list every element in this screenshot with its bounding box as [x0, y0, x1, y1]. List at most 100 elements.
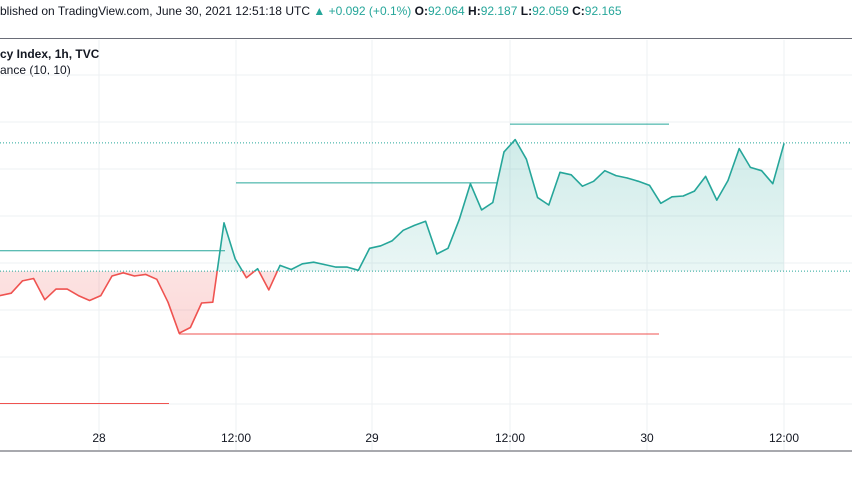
series-point: [324, 264, 326, 266]
series-point: [425, 220, 427, 222]
close-label: C:: [572, 4, 585, 18]
open-label: O:: [414, 4, 428, 18]
series-point: [268, 289, 270, 291]
series-point: [290, 268, 292, 271]
series-point: [257, 268, 259, 270]
series-point: [749, 166, 752, 168]
series-point: [626, 177, 628, 179]
series-line-below: [0, 271, 279, 335]
series-point: [514, 139, 516, 141]
chart-header: blished on TradingView.com, June 30, 202…: [0, 3, 622, 19]
series-point: [77, 295, 79, 297]
change-arrow-icon: ▲: [313, 4, 326, 18]
close-value: 92.165: [584, 4, 622, 18]
series-point: [615, 175, 617, 177]
series-point: [783, 143, 785, 145]
series-point: [346, 266, 348, 268]
x-tick-label: 28: [92, 431, 106, 445]
series-point: [525, 158, 528, 160]
series-point: [178, 332, 180, 334]
series-point: [581, 185, 584, 187]
header-divider: [0, 38, 852, 39]
series-point: [503, 151, 505, 153]
series-point: [436, 253, 438, 255]
series-point: [380, 245, 382, 247]
series-point: [313, 261, 315, 263]
series-point: [727, 179, 729, 182]
series-point: [671, 196, 673, 198]
series-point: [156, 278, 158, 280]
series-point: [537, 197, 539, 199]
series-point: [705, 175, 707, 177]
series-point: [492, 201, 494, 204]
series-point: [469, 183, 471, 185]
series-point: [604, 170, 606, 172]
x-tick-label: 29: [365, 431, 379, 445]
series-point: [145, 273, 147, 275]
series-point: [593, 180, 595, 182]
series-point: [223, 222, 225, 224]
price-series: [0, 138, 785, 335]
x-tick-label: 30: [640, 431, 654, 445]
series-point: [413, 224, 415, 226]
x-tick-label: 12:00: [769, 431, 799, 445]
series-point: [693, 190, 696, 192]
series-point: [33, 277, 35, 280]
series-point: [458, 219, 460, 221]
symbol-title[interactable]: cy Index, 1h, TVC: [0, 47, 100, 61]
series-point: [660, 202, 662, 204]
series-point: [637, 180, 640, 182]
high-value: 92.187: [480, 4, 518, 18]
series-point: [189, 326, 191, 329]
series-point: [21, 280, 23, 282]
series-point: [10, 292, 12, 294]
series-point: [548, 204, 550, 206]
area-above-baseline: [0, 139, 784, 272]
series-point: [738, 148, 740, 150]
low-value: 92.059: [532, 4, 569, 18]
series-point: [357, 269, 359, 271]
series-point: [402, 229, 404, 231]
series-point: [559, 171, 561, 173]
series-point: [649, 184, 651, 186]
area-fill: [0, 139, 784, 334]
series-point: [44, 299, 46, 301]
series-point: [133, 275, 135, 277]
series-point: [279, 264, 281, 266]
series-point: [682, 195, 684, 197]
low-label: L:: [520, 4, 533, 18]
indicator-label[interactable]: ance (10, 10): [0, 63, 71, 77]
x-tick-label: 12:00: [495, 431, 525, 445]
series-point: [55, 288, 57, 290]
series-point: [167, 301, 169, 303]
series-point: [89, 299, 91, 302]
high-label: H:: [468, 4, 481, 18]
series-point: [716, 199, 718, 201]
series-point: [335, 266, 337, 268]
open-value: 92.064: [427, 4, 465, 18]
price-change: +0.092 (+0.1%): [328, 4, 412, 18]
series-point: [245, 277, 247, 279]
series-point: [369, 247, 371, 249]
series-point: [301, 263, 303, 265]
published-text: blished on TradingView.com, June 30, 202…: [0, 4, 310, 18]
series-point: [212, 301, 214, 303]
series-point: [761, 170, 763, 172]
series-point: [234, 258, 236, 260]
series-point: [122, 272, 124, 274]
series-point: [772, 183, 774, 185]
range-lines: [0, 123, 669, 404]
series-point: [0, 295, 1, 297]
series-point: [391, 240, 393, 242]
series-point: [66, 288, 68, 290]
level-lines: [0, 142, 852, 272]
series-point: [447, 247, 449, 249]
series-point: [481, 209, 483, 211]
area-below-baseline: [0, 271, 784, 334]
series-point: [100, 295, 102, 297]
x-tick-label: 12:00: [221, 431, 251, 445]
series-point: [201, 302, 203, 304]
x-axis-ticks: 28 12:00 29 12:00 30 12:00: [92, 431, 799, 445]
series-point: [570, 174, 572, 176]
